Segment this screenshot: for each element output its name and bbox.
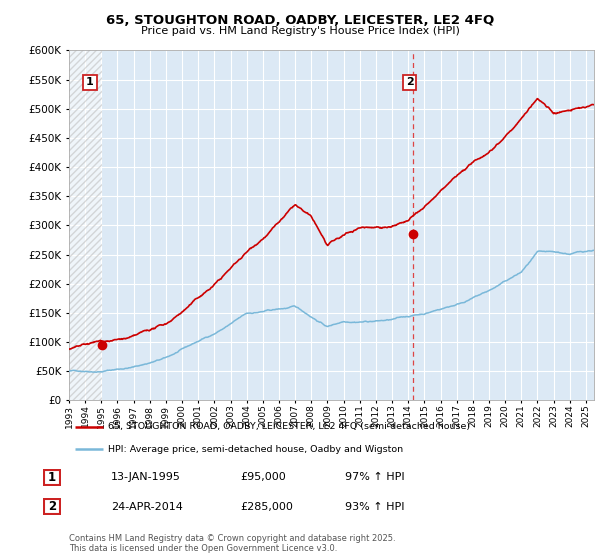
- Text: 65, STOUGHTON ROAD, OADBY, LEICESTER, LE2 4FQ (semi-detached house): 65, STOUGHTON ROAD, OADBY, LEICESTER, LE…: [109, 422, 470, 431]
- Text: HPI: Average price, semi-detached house, Oadby and Wigston: HPI: Average price, semi-detached house,…: [109, 445, 404, 454]
- Bar: [69, 50, 102, 400]
- FancyBboxPatch shape: [44, 469, 60, 484]
- Text: £285,000: £285,000: [240, 502, 293, 512]
- Text: 93% ↑ HPI: 93% ↑ HPI: [345, 502, 404, 512]
- Text: 1: 1: [86, 77, 94, 87]
- Text: 24-APR-2014: 24-APR-2014: [111, 502, 183, 512]
- Text: 65, STOUGHTON ROAD, OADBY, LEICESTER, LE2 4FQ: 65, STOUGHTON ROAD, OADBY, LEICESTER, LE…: [106, 14, 494, 27]
- FancyBboxPatch shape: [44, 500, 60, 514]
- Text: Contains HM Land Registry data © Crown copyright and database right 2025.
This d: Contains HM Land Registry data © Crown c…: [69, 534, 395, 553]
- Text: Price paid vs. HM Land Registry's House Price Index (HPI): Price paid vs. HM Land Registry's House …: [140, 26, 460, 36]
- Text: 2: 2: [406, 77, 414, 87]
- Text: 1: 1: [48, 470, 56, 484]
- Text: 2: 2: [48, 500, 56, 514]
- Text: £95,000: £95,000: [240, 472, 286, 482]
- Text: 97% ↑ HPI: 97% ↑ HPI: [345, 472, 404, 482]
- Text: 13-JAN-1995: 13-JAN-1995: [111, 472, 181, 482]
